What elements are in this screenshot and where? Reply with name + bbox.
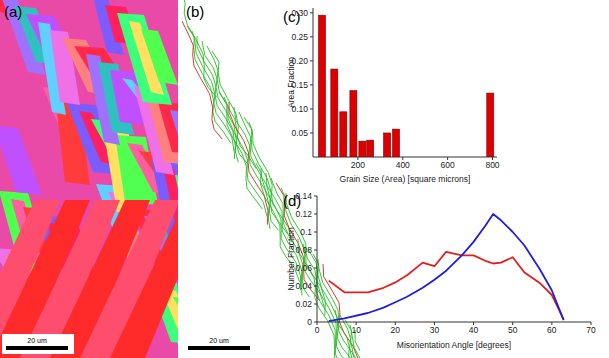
y-tick [310, 36, 313, 37]
y-tick-label: 0.08 [295, 245, 312, 255]
x-tick-label: 30 [430, 325, 440, 335]
y-tick [314, 322, 317, 323]
x-tick-label: 40 [469, 325, 479, 335]
chart: (c)2004006008000.050.100.150.200.250.30G… [283, 8, 500, 184]
grain-boundary [187, 26, 231, 143]
y-tick-label: 0.02 [295, 299, 312, 309]
bar [318, 15, 325, 157]
panel-label: (a) [4, 3, 22, 20]
grain-boundary [308, 249, 350, 358]
y-tick [314, 214, 317, 215]
x-tick-label: 10 [351, 325, 361, 335]
x-tick-label: 200 [351, 160, 365, 170]
y-tick-label: 0.30 [291, 8, 308, 18]
scale-bar [6, 346, 68, 350]
grain [0, 126, 42, 195]
grain-boundary [224, 97, 267, 217]
y-tick [314, 232, 317, 233]
bar [331, 69, 338, 157]
grain-boundary [192, 31, 234, 152]
y-tick [314, 250, 317, 251]
y-tick [314, 268, 317, 269]
grain-boundary [261, 168, 301, 290]
panel-label: (b) [186, 3, 204, 20]
y-axis-label: Number Fraction [286, 227, 296, 291]
grain-boundary [234, 107, 270, 229]
scale-bar-label: 20 um [27, 337, 47, 344]
bar [359, 141, 366, 157]
y-axis [313, 8, 314, 157]
series-line [329, 214, 564, 321]
y-tick [310, 60, 313, 61]
bar [340, 112, 347, 157]
x-tick-label: 400 [396, 160, 410, 170]
x-tick-label: 600 [441, 160, 455, 170]
y-tick-label: 0 [307, 317, 312, 327]
bar [367, 140, 374, 157]
scale-bar [188, 346, 250, 350]
grain-boundary [281, 188, 324, 307]
grain-boundary [350, 325, 360, 358]
x-tick-label: 800 [485, 160, 499, 170]
grain-boundary [182, 21, 222, 139]
y-tick-label: 0.04 [295, 281, 312, 291]
y-tick [310, 84, 313, 85]
series-line [329, 252, 564, 319]
grain-boundary [239, 112, 279, 230]
y-tick-label: 0.14 [295, 191, 312, 201]
grain-boundary [229, 102, 268, 225]
figure: (a)20 um(b)20 um(c)2004006008000.050.100… [0, 0, 609, 358]
bar [487, 93, 494, 157]
x-tick-label: 20 [391, 325, 401, 335]
y-tick [310, 108, 313, 109]
bar [384, 133, 391, 157]
scale-bar-background [2, 334, 74, 354]
y-tick-label: 0.1 [300, 227, 312, 237]
x-tick-label: 0 [315, 325, 320, 335]
chart: (d)01020304050607000.020.040.060.080.10.… [283, 191, 596, 350]
grain-boundary [219, 92, 262, 209]
scale-bar-background [184, 334, 256, 354]
y-axis-label: Area Fraction [286, 57, 296, 108]
grain-boundary [286, 193, 325, 316]
bar [350, 91, 357, 157]
y-tick-label: 0.05 [291, 128, 308, 138]
grain [173, 297, 178, 325]
y-tick-label: 0.12 [295, 209, 312, 219]
bar [393, 129, 400, 157]
grain-boundary [340, 315, 360, 358]
plot-area [329, 214, 564, 321]
x-tick-label: 60 [547, 325, 557, 335]
boundary-map [182, 0, 360, 358]
orientation-map [0, 0, 178, 358]
y-axis [317, 196, 318, 322]
scale-bar-label: 20 um [209, 337, 229, 344]
y-tick [314, 286, 317, 287]
grain [170, 110, 178, 145]
y-tick [314, 304, 317, 305]
y-tick [310, 12, 313, 13]
x-axis-label: Misorientation Angle [degrees] [397, 340, 511, 350]
x-tick-label: 70 [586, 325, 596, 335]
y-tick-label: 0.25 [291, 32, 308, 42]
grain [110, 200, 178, 358]
x-tick-label: 50 [508, 325, 518, 335]
grain [158, 102, 178, 155]
plot-area [318, 15, 493, 157]
x-axis-label: Grain Size (Area) [square microns] [340, 174, 471, 184]
y-tick-label: 0.06 [295, 263, 312, 273]
x-axis [317, 322, 591, 323]
map-background [182, 0, 360, 358]
y-tick [314, 196, 317, 197]
y-tick [310, 132, 313, 133]
grain [141, 29, 178, 85]
